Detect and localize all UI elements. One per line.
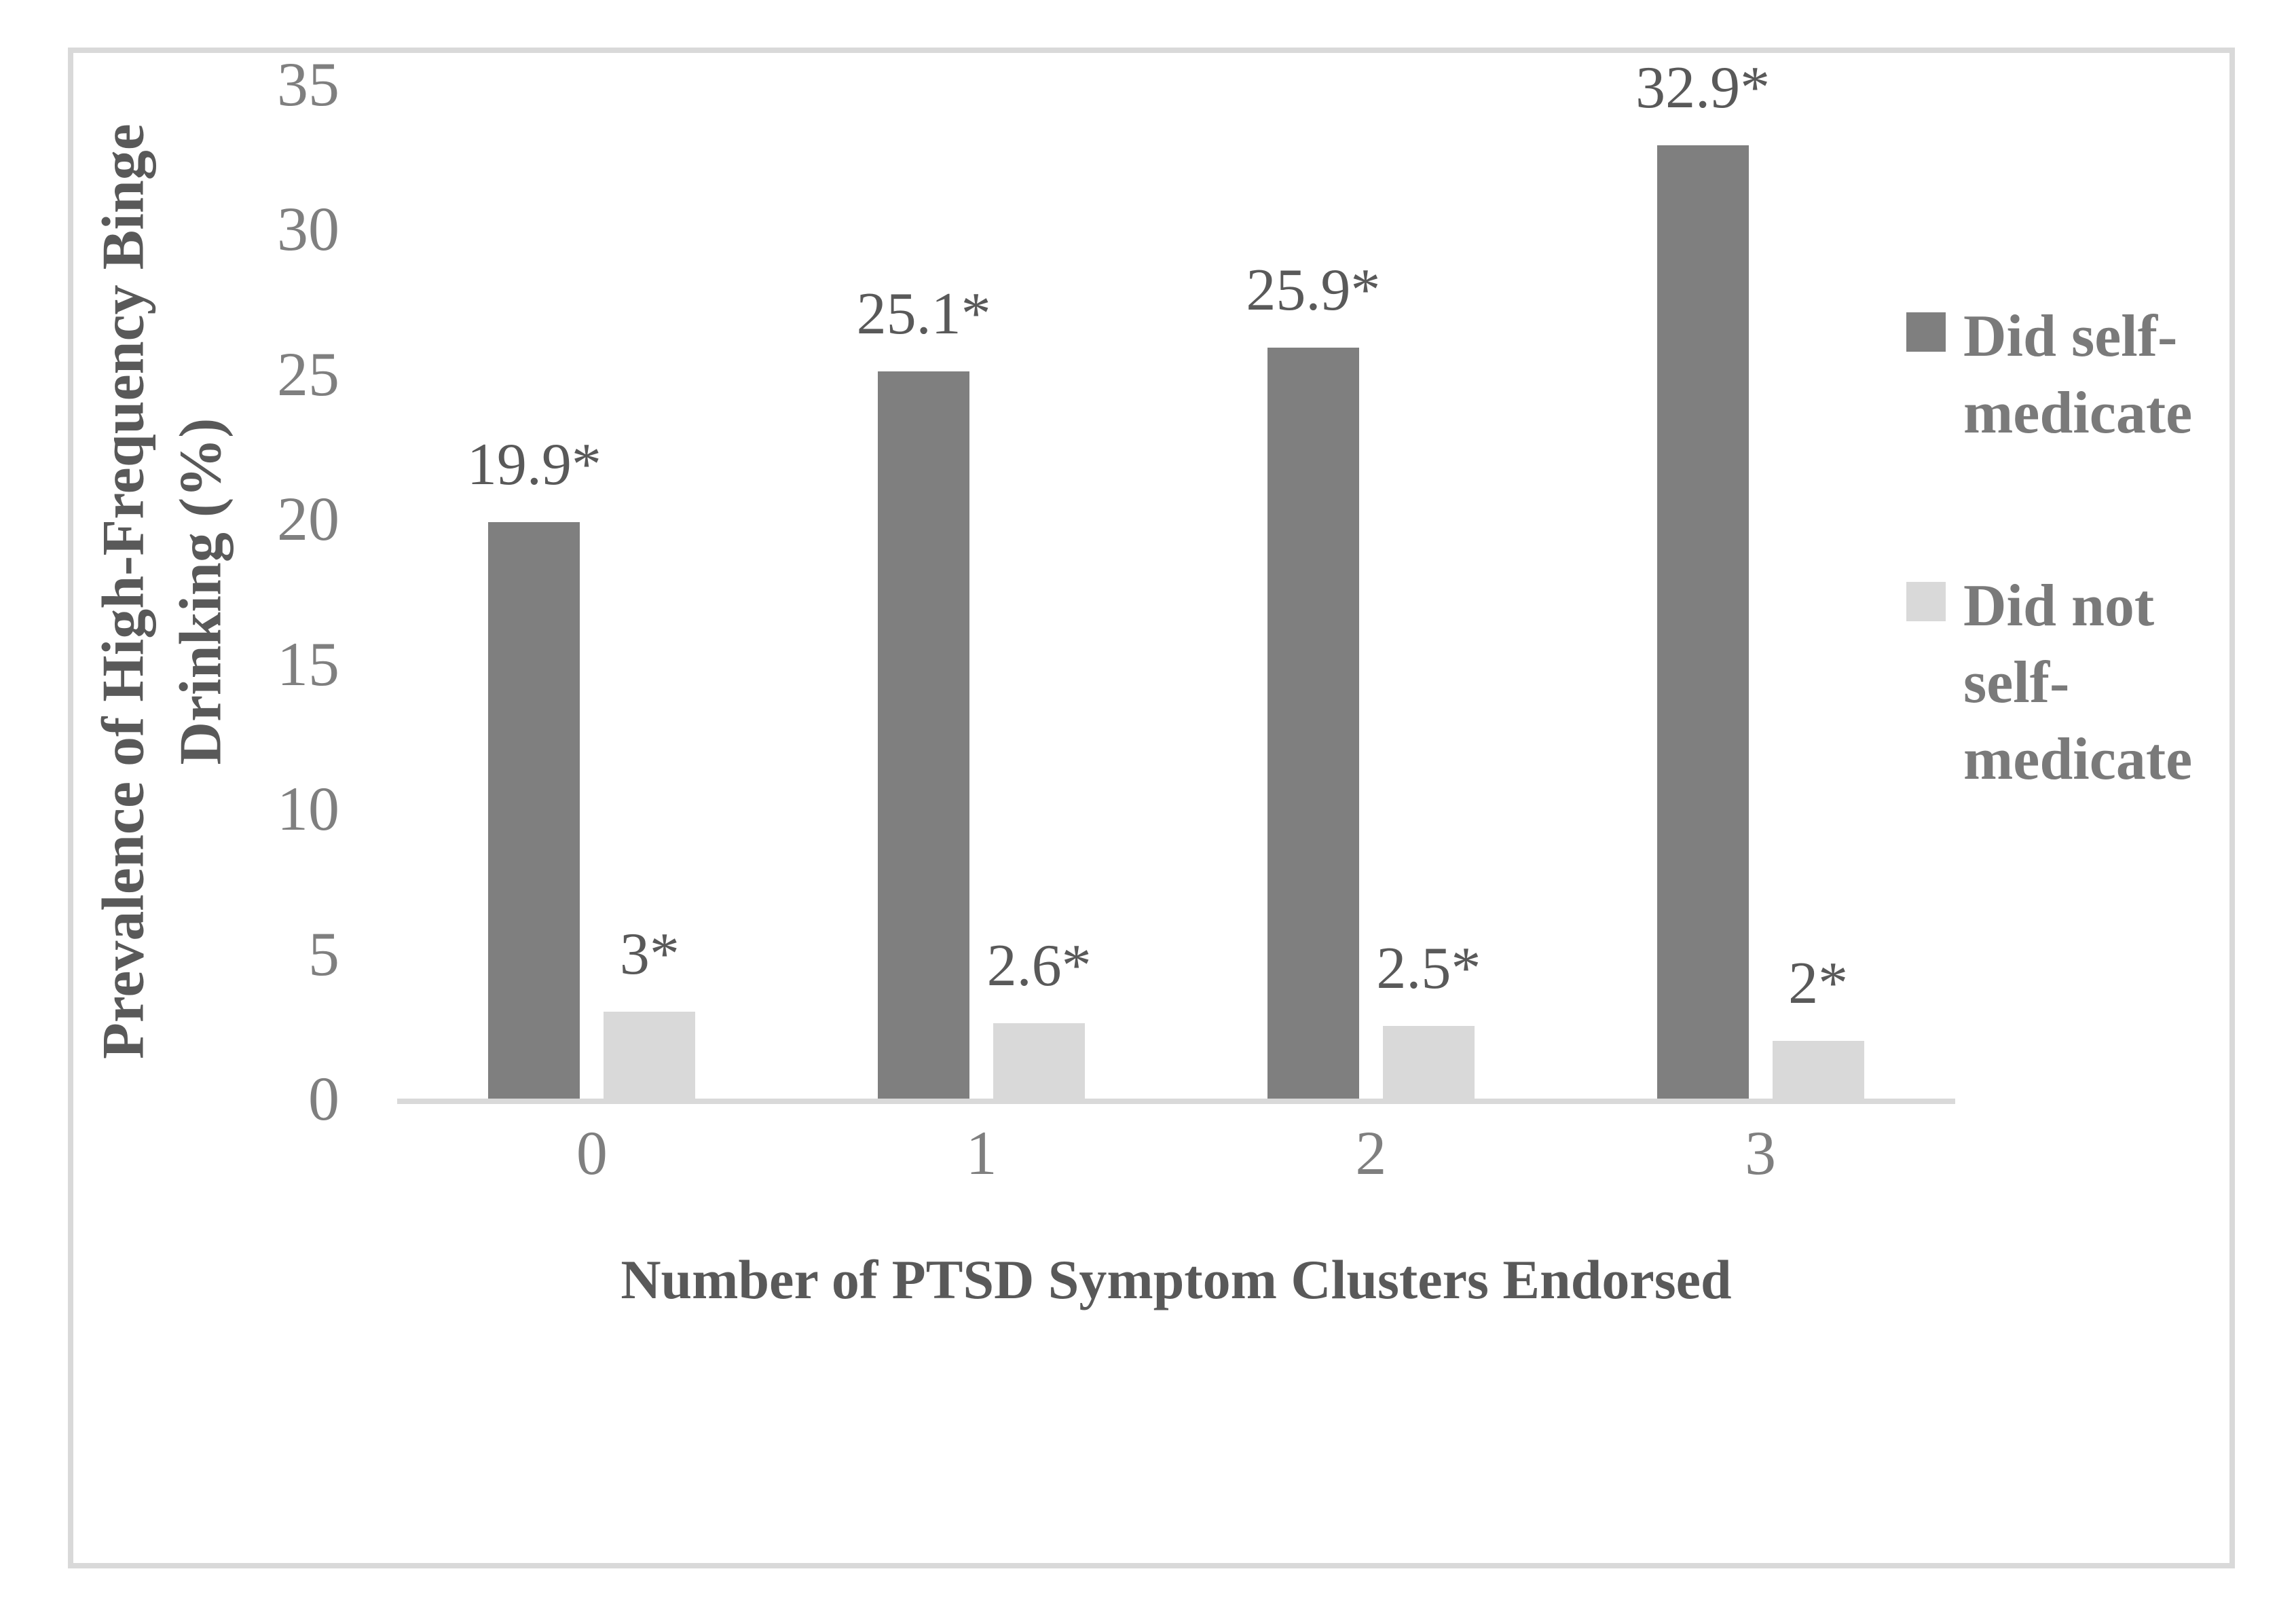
x-tick-label: 3 xyxy=(1745,1118,1777,1188)
x-axis-line xyxy=(397,1099,1955,1104)
bar-series-1 xyxy=(993,1023,1086,1099)
y-tick-labels: 0 5 10 15 20 25 30 35 xyxy=(95,53,339,1130)
x-axis-title: Number of PTSD Symptom Clusters Endorsed xyxy=(621,1249,1732,1310)
y-tick-label: 15 xyxy=(277,629,339,699)
bar-value-label: 32.9* xyxy=(1635,54,1771,121)
bar-slot: 25.9* xyxy=(1246,84,1380,1099)
y-tick-label: 10 xyxy=(277,774,339,844)
bar-value-label: 19.9* xyxy=(466,431,601,498)
bar-slot: 2* xyxy=(1772,84,1864,1099)
y-tick-label: 25 xyxy=(277,339,339,409)
legend-item-did-not-self-medicate: Did not self-medicate xyxy=(1906,568,2225,798)
bar-series-0 xyxy=(488,521,580,1099)
bar-value-label: 3* xyxy=(619,921,680,987)
x-tick-label: 2 xyxy=(1355,1118,1387,1188)
bar-slot: 3* xyxy=(604,84,696,1099)
legend-item-did-self-medicate: Did self-medicate xyxy=(1906,299,2225,452)
bar-group-2: 25.9* 2.5* xyxy=(1177,84,1566,1099)
legend-swatch-did-self-medicate xyxy=(1906,312,1946,352)
x-tick-label: 1 xyxy=(965,1118,997,1188)
bar-group-1: 25.1* 2.6* xyxy=(787,84,1177,1099)
y-tick-label: 20 xyxy=(277,484,339,554)
bar-value-label: 2* xyxy=(1788,950,1849,1016)
y-tick-label: 5 xyxy=(308,919,339,989)
y-tick-label: 0 xyxy=(308,1064,339,1133)
bar-series-1 xyxy=(1772,1040,1864,1099)
y-tick-label: 30 xyxy=(277,194,339,264)
bar-group-0: 19.9* 3* xyxy=(397,84,787,1099)
bar-slot: 2.5* xyxy=(1376,84,1481,1099)
bar-value-label: 25.9* xyxy=(1246,257,1381,324)
chart-frame xyxy=(68,48,2235,1568)
bar-slot: 19.9* xyxy=(467,84,601,1099)
legend-label-did-not-self-medicate: Did not self-medicate xyxy=(1963,573,2193,792)
bar-value-label: 2.5* xyxy=(1376,936,1481,1002)
bar-value-label: 2.6* xyxy=(986,933,1092,999)
bar-series-1 xyxy=(1382,1026,1475,1099)
legend-swatch-did-not-self-medicate xyxy=(1906,582,1946,622)
bar-slot: 25.1* xyxy=(857,84,991,1099)
bar-group-3: 32.9* 2* xyxy=(1566,58,1955,1099)
bar-value-label: 25.1* xyxy=(856,280,991,347)
bar-series-0 xyxy=(878,371,970,1099)
bar-series-1 xyxy=(604,1011,696,1099)
bar-slot: 32.9* xyxy=(1635,58,1770,1099)
y-tick-label: 35 xyxy=(277,50,339,119)
legend-label-did-self-medicate: Did self-medicate xyxy=(1963,304,2193,446)
plot-area: 19.9* 3* 25.1* 2.6* 25.9* 2.5* 32.9* 2* xyxy=(397,58,1955,1099)
bar-slot: 2.6* xyxy=(987,84,1092,1099)
x-tick-label: 0 xyxy=(576,1118,608,1188)
bar-series-0 xyxy=(1656,145,1749,1099)
bar-series-0 xyxy=(1267,348,1359,1099)
legend: Did self-medicate Did not self-medicate xyxy=(1906,299,2225,798)
